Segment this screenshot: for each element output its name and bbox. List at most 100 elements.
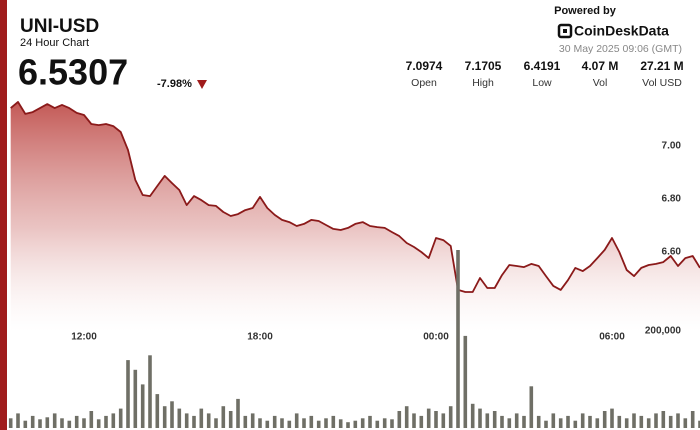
volume-bar — [500, 415, 504, 428]
down-arrow — [197, 80, 207, 89]
volume-bar — [698, 420, 700, 428]
volume-bar — [162, 406, 167, 428]
volume-bar — [104, 415, 108, 428]
volume-bar — [654, 413, 658, 428]
logo: CoinDeskData — [574, 23, 669, 39]
volume-bar — [250, 413, 255, 428]
volume-bar — [661, 411, 666, 428]
volume-bar — [280, 418, 284, 428]
volume-bar — [485, 413, 490, 428]
volume-bar — [617, 415, 622, 428]
y2-tick-label: 200,000 — [645, 326, 682, 337]
volume-bar — [536, 415, 541, 428]
timestamp: 30 May 2025 09:06 (GMT) — [559, 43, 682, 55]
volume-bar — [221, 406, 226, 428]
stat-value: 7.0974 — [406, 59, 443, 73]
stat-value: 7.1705 — [465, 59, 502, 73]
volume-bar — [507, 418, 512, 428]
volume-bar — [602, 411, 607, 428]
price-line — [10, 101, 700, 293]
volume-bar — [214, 418, 218, 428]
volume-bar — [419, 415, 424, 428]
y-tick-label: 7.00 — [662, 141, 682, 152]
volume-bar — [45, 417, 50, 428]
volume-bar — [316, 420, 321, 428]
stat-label: Vol — [593, 77, 608, 89]
stat-value: 27.21 M — [640, 59, 683, 73]
volume-bar — [309, 415, 314, 428]
volume-bar — [184, 413, 189, 428]
volume-bar — [74, 415, 79, 428]
volume-bar — [632, 413, 636, 428]
volume-bar — [206, 413, 211, 428]
volume-bar — [360, 418, 365, 428]
volume-bar — [529, 386, 534, 428]
stats: 7.0974 Open 7.1705 High 6.4191 Low 4.07 M Vol 27… — [406, 59, 684, 89]
volume-bar — [426, 408, 431, 428]
volume-bar — [588, 415, 592, 428]
volume-bar — [624, 418, 629, 428]
change: -7.98% — [157, 78, 192, 90]
volume-bar — [683, 418, 688, 428]
stat-value: 4.07 M — [582, 59, 619, 73]
volume-bar — [434, 411, 438, 428]
logo-icon — [557, 23, 573, 39]
y-tick-label: 6.80 — [662, 194, 682, 205]
stat-label: High — [472, 77, 494, 89]
volume-bar — [155, 394, 160, 428]
y-tick-label: 6.60 — [662, 247, 682, 258]
volume-bar — [89, 411, 94, 428]
x-tick-label: 12:00 — [71, 332, 97, 343]
subtitle: 24 Hour Chart — [20, 37, 89, 49]
stat-value: 6.4191 — [524, 59, 561, 73]
volume-bar — [448, 406, 453, 428]
volume-bar — [456, 250, 460, 428]
volume-bar — [82, 418, 86, 428]
volume-bar — [199, 408, 204, 428]
volume-bar — [478, 408, 482, 428]
volume-bar — [287, 420, 292, 428]
volume-bar — [272, 415, 277, 428]
x-tick-label: 00:00 — [423, 332, 449, 343]
volume-bar — [67, 420, 72, 428]
volume-bar — [177, 408, 182, 428]
volume-bar — [265, 420, 270, 428]
volume-bar — [324, 418, 328, 428]
volume-bar — [111, 413, 116, 428]
volume-bar — [470, 403, 475, 429]
stat-label: Open — [411, 77, 437, 89]
plot-area: 6.60 6.80 7.00 12:00 18:00 00:00 06:00 200,000 — [8, 101, 700, 429]
volume-bar — [16, 413, 20, 428]
volume-bar — [294, 413, 299, 428]
volume-bar — [353, 420, 358, 428]
accent-bar — [0, 0, 7, 430]
volume-bar — [258, 418, 262, 428]
volume-bar — [368, 415, 372, 428]
x-tick-label: 18:00 — [247, 332, 273, 343]
volume-bar — [492, 411, 497, 428]
volume-bar — [668, 415, 673, 428]
stat-label: Low — [532, 77, 552, 89]
volume-bar — [192, 415, 196, 428]
volume-bar — [148, 355, 152, 429]
volume-bar — [690, 411, 695, 428]
volume-bar — [8, 418, 13, 428]
volume-bar — [676, 413, 680, 428]
volume-bar — [580, 413, 585, 428]
volume-bar — [140, 384, 145, 428]
area — [10, 102, 700, 332]
volume-bar — [412, 413, 416, 428]
volume-bar — [382, 418, 387, 428]
price: 6.5307 — [18, 52, 128, 93]
volume-bar — [544, 420, 548, 428]
volume-bar — [397, 411, 402, 428]
symbol: UNI-USD — [20, 16, 99, 37]
volume-bar — [514, 413, 519, 428]
volume-bar — [118, 408, 123, 428]
volume-bar — [228, 411, 233, 428]
volume-bar — [346, 422, 350, 428]
volume-bar — [30, 415, 35, 428]
powered-by: Powered by — [554, 5, 617, 17]
x-tick-label: 06:00 — [599, 332, 625, 343]
